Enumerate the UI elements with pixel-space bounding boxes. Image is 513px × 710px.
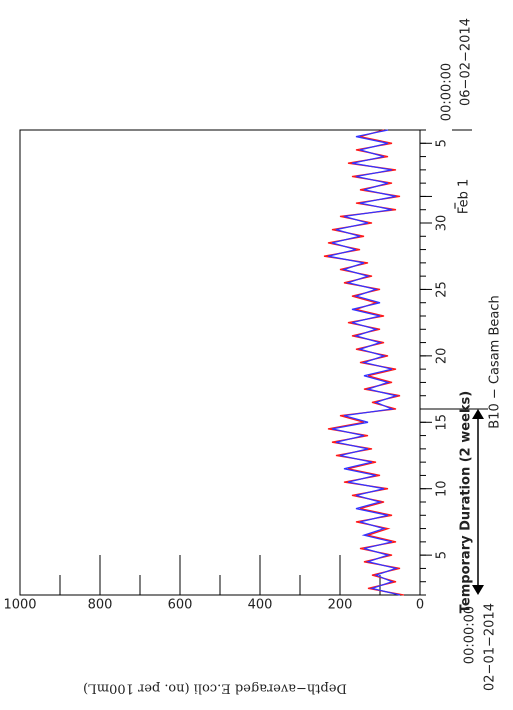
- y-axis-label: Depth−averaged E.coli (no. per 100mL): [83, 681, 347, 696]
- x-tick-label: 25: [435, 281, 450, 298]
- x-tick-label: 10: [435, 480, 450, 497]
- y-tick-label: 600: [168, 598, 193, 613]
- x-tick-label: 30: [435, 215, 450, 232]
- y-tick-label: 800: [88, 598, 113, 613]
- x-start-date: 02−01−2014: [483, 603, 498, 691]
- arrow-head: [472, 585, 484, 595]
- x-tick-label: 5: [435, 551, 450, 559]
- x-end-date: 06−02−2014: [459, 18, 474, 106]
- x-tick-label: 5: [435, 139, 450, 147]
- y-tick-label: 0: [416, 598, 424, 613]
- series-line: [327, 129, 401, 596]
- x-start-time: 00:00:00: [463, 606, 478, 664]
- annotation-text: Temporary Duration (2 weeks): [459, 391, 474, 613]
- y-tick-label: 200: [328, 598, 353, 613]
- arrow-head: [472, 409, 484, 419]
- y-tick-label: 1000: [3, 598, 36, 613]
- x-end-time: 00:00:00: [440, 63, 455, 121]
- chart-title: B10 − Casam Beach: [488, 295, 503, 428]
- x-tick-label: 15: [435, 414, 450, 431]
- x-tick-label: Feb 1: [457, 179, 472, 214]
- y-tick-label: 400: [248, 598, 273, 613]
- x-tick-label: 20: [435, 348, 450, 365]
